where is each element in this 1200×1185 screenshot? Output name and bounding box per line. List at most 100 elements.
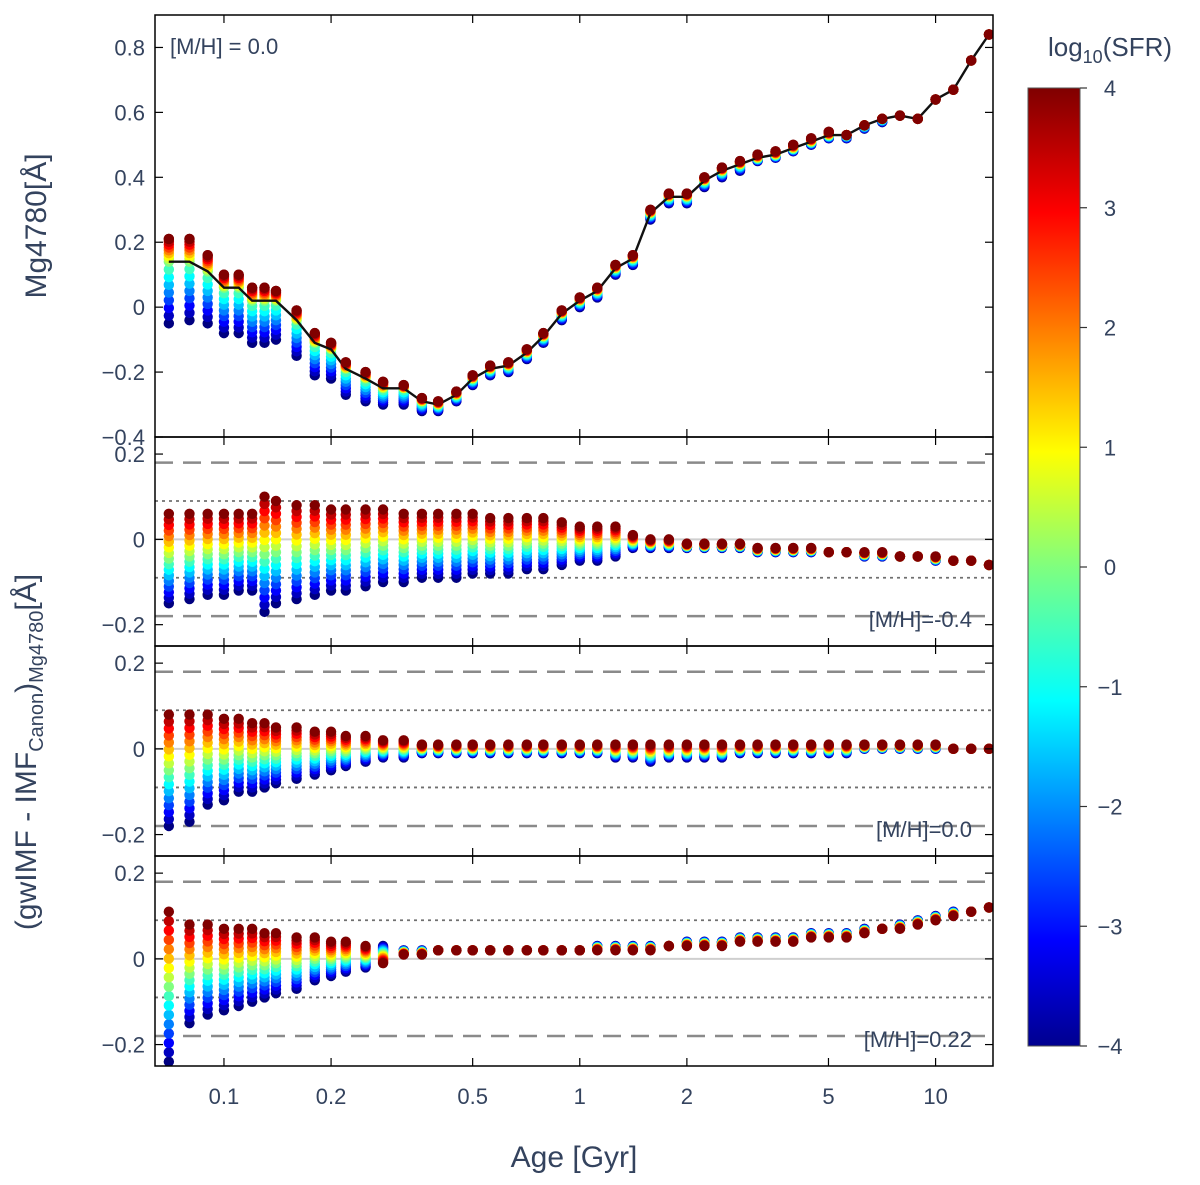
xtick-label: 0.2 [316, 1084, 347, 1109]
data-point [451, 945, 462, 956]
data-point [663, 739, 675, 750]
data-point [218, 713, 230, 725]
data-point [233, 713, 244, 725]
data-point [574, 521, 585, 532]
data-point [184, 709, 195, 720]
panel-mh-neg04-frame [154, 436, 994, 647]
data-point [416, 949, 428, 960]
data-point-top [556, 305, 567, 316]
data-point [823, 739, 834, 750]
data-point-top [770, 146, 781, 157]
data-point [627, 945, 639, 956]
data-point [309, 932, 320, 943]
data-point [752, 936, 763, 947]
data-point [788, 542, 799, 554]
data-point [259, 599, 270, 610]
data-point [259, 513, 270, 524]
data-point [538, 945, 549, 956]
data-point [983, 559, 993, 571]
data-point [610, 945, 621, 956]
data-point [270, 722, 282, 733]
panel-top-frame [154, 14, 994, 438]
data-point [948, 555, 959, 566]
colorbar-tick-label: −4 [1097, 1034, 1122, 1059]
data-point [432, 945, 444, 956]
data-point [377, 957, 389, 969]
data-point-top [259, 282, 270, 293]
panel-top-annotation: [M/H] = 0.0 [170, 34, 278, 59]
data-point [218, 923, 230, 935]
data-point [163, 953, 175, 964]
data-point [163, 1000, 175, 1011]
data-point-top [574, 292, 585, 303]
panel-mh-022-ticks: 0.2 0 −0.2 [102, 856, 993, 1066]
data-point-top [699, 172, 710, 183]
data-point [184, 278, 195, 289]
ytick-label: −0.2 [102, 1033, 145, 1058]
data-point [340, 730, 352, 742]
data-point [859, 546, 870, 558]
data-point [163, 925, 175, 936]
data-point-top [503, 357, 514, 368]
colorbar-tick-label: 1 [1104, 435, 1116, 460]
data-point [912, 551, 923, 562]
ytick-label: 0.8 [114, 35, 145, 60]
data-point [325, 726, 337, 737]
data-point [538, 512, 549, 524]
ytick-label: 0 [133, 947, 145, 972]
data-point [340, 936, 352, 947]
data-point-top [309, 327, 320, 339]
data-point [645, 534, 656, 545]
data-point [259, 520, 270, 531]
data-point-top [270, 285, 282, 297]
data-point-top [965, 55, 977, 66]
ytick-label: 0.4 [114, 165, 145, 190]
data-point [484, 945, 496, 956]
data-point-top [681, 188, 693, 199]
xtick-label: 0.1 [209, 1084, 240, 1109]
data-point-top [805, 133, 817, 144]
data-point-top [521, 344, 533, 355]
data-point [663, 940, 675, 952]
shared-ylabel-part-a: (gwIMF - IMF [10, 752, 43, 930]
data-point [184, 271, 195, 282]
data-point [556, 739, 567, 750]
data-point [259, 549, 270, 560]
ytick-label: 0.2 [114, 442, 145, 467]
data-point [163, 906, 175, 917]
data-point-top [894, 110, 906, 121]
data-point-top [983, 29, 993, 40]
data-point [233, 508, 244, 519]
data-point [163, 1009, 175, 1021]
data-point [770, 739, 781, 750]
data-point [948, 910, 959, 922]
panel-mh-00-annotation: [M/H]=0.0 [876, 817, 972, 842]
panel-top: 0.8 0.6 0.4 0.2 0 −0.2 −0.4 [M/H] = 0.0 Mg4780… [20, 14, 994, 450]
data-point [163, 1037, 175, 1049]
data-point [841, 739, 852, 750]
data-point [734, 739, 746, 750]
data-point [681, 940, 693, 952]
data-point [894, 551, 906, 562]
data-point [416, 739, 428, 750]
data-point-top [610, 259, 621, 271]
data-point-top [645, 204, 656, 215]
colorbar-title-rest: (SFR) [1103, 32, 1172, 62]
data-point [163, 1028, 175, 1039]
shared-ylabel-sub-canon: Canon [26, 693, 48, 752]
data-point-top [398, 379, 409, 391]
data-point [770, 542, 781, 554]
data-point [163, 962, 175, 974]
data-point-top [432, 396, 444, 407]
data-point [259, 556, 270, 567]
data-point [556, 517, 567, 528]
ytick-label: −0.4 [102, 425, 145, 450]
data-point [645, 739, 656, 750]
colorbar-tick-label: 3 [1104, 196, 1116, 221]
data-point [681, 739, 693, 750]
data-point [163, 990, 175, 1002]
ytick-label: 0.2 [114, 230, 145, 255]
panel-mh-neg04-annotation: [M/H]=-0.4 [869, 607, 972, 632]
data-point-top [877, 113, 888, 125]
